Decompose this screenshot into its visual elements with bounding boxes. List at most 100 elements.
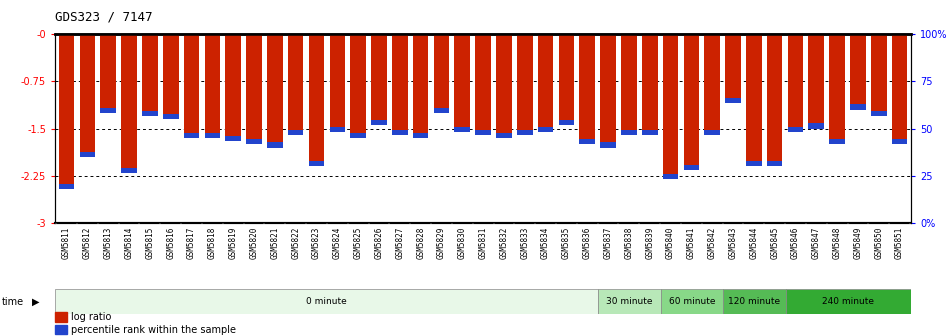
Text: GSM5827: GSM5827 xyxy=(396,226,404,259)
Bar xyxy=(663,34,678,179)
Bar xyxy=(705,34,720,135)
Bar xyxy=(204,34,221,138)
Bar xyxy=(705,130,720,135)
Text: GSM5812: GSM5812 xyxy=(83,226,92,259)
Text: GSM5826: GSM5826 xyxy=(375,226,383,259)
Text: log ratio: log ratio xyxy=(71,312,111,322)
Bar xyxy=(787,34,804,132)
Text: GSM5844: GSM5844 xyxy=(749,226,758,259)
Bar xyxy=(684,34,699,170)
Text: GSM5825: GSM5825 xyxy=(354,226,362,259)
Text: GSM5823: GSM5823 xyxy=(312,226,321,259)
Bar xyxy=(767,161,783,167)
Bar xyxy=(101,108,116,113)
Bar xyxy=(413,34,429,138)
Bar xyxy=(829,139,844,144)
Text: 240 minute: 240 minute xyxy=(823,297,874,306)
Text: GSM5837: GSM5837 xyxy=(604,226,612,259)
Text: GSM5847: GSM5847 xyxy=(812,226,821,259)
Bar xyxy=(163,34,179,119)
Bar xyxy=(496,133,512,138)
Bar xyxy=(496,34,512,138)
Bar xyxy=(787,127,804,132)
Bar xyxy=(808,123,825,129)
Bar xyxy=(723,289,786,314)
Text: percentile rank within the sample: percentile rank within the sample xyxy=(71,325,237,335)
Bar xyxy=(80,152,95,157)
Bar xyxy=(598,289,661,314)
Text: GSM5850: GSM5850 xyxy=(874,226,883,259)
Bar xyxy=(767,34,783,167)
Text: GSM5846: GSM5846 xyxy=(791,226,800,259)
Text: time: time xyxy=(2,297,24,306)
Text: GSM5849: GSM5849 xyxy=(853,226,863,259)
Bar xyxy=(309,161,324,167)
Bar xyxy=(371,34,387,125)
Bar xyxy=(726,34,741,103)
Bar xyxy=(558,34,574,125)
Text: 30 minute: 30 minute xyxy=(606,297,652,306)
Text: GSM5834: GSM5834 xyxy=(541,226,550,259)
Text: GSM5819: GSM5819 xyxy=(228,226,238,259)
Bar xyxy=(621,130,636,135)
Bar xyxy=(246,34,262,144)
Text: GSM5843: GSM5843 xyxy=(728,226,738,259)
Bar xyxy=(850,104,865,110)
Text: GSM5836: GSM5836 xyxy=(583,226,592,259)
Text: 60 minute: 60 minute xyxy=(669,297,715,306)
Bar xyxy=(392,130,408,135)
Text: GSM5815: GSM5815 xyxy=(146,226,154,259)
Bar xyxy=(330,34,345,132)
Bar xyxy=(204,133,221,138)
Bar xyxy=(267,142,282,148)
Bar xyxy=(600,34,616,148)
Bar xyxy=(642,130,657,135)
Text: GSM5813: GSM5813 xyxy=(104,226,113,259)
Bar xyxy=(579,34,595,144)
Bar xyxy=(101,34,116,113)
Bar xyxy=(808,34,825,129)
Bar xyxy=(829,34,844,144)
Text: GSM5828: GSM5828 xyxy=(417,226,425,259)
Bar xyxy=(746,34,762,167)
Bar xyxy=(288,34,303,135)
Bar xyxy=(142,111,158,116)
Bar xyxy=(455,34,470,132)
Bar xyxy=(476,130,491,135)
Bar xyxy=(517,130,533,135)
Bar xyxy=(55,289,598,314)
Bar xyxy=(892,34,907,144)
Text: GSM5842: GSM5842 xyxy=(708,226,717,259)
Text: GSM5838: GSM5838 xyxy=(625,226,633,259)
Bar xyxy=(579,139,595,144)
Text: GSM5824: GSM5824 xyxy=(333,226,341,259)
Bar xyxy=(163,114,179,119)
Bar xyxy=(330,127,345,132)
Bar xyxy=(517,34,533,135)
Bar xyxy=(122,168,137,173)
Bar xyxy=(537,34,553,132)
Text: GSM5818: GSM5818 xyxy=(208,226,217,259)
Bar xyxy=(434,108,449,113)
Bar xyxy=(267,34,282,148)
Text: GSM5833: GSM5833 xyxy=(520,226,530,259)
Bar xyxy=(684,165,699,170)
Bar xyxy=(455,127,470,132)
Bar xyxy=(392,34,408,135)
Bar xyxy=(621,34,636,135)
Text: GSM5835: GSM5835 xyxy=(562,226,571,259)
Bar xyxy=(246,139,262,144)
Bar xyxy=(142,34,158,116)
Bar xyxy=(225,34,241,141)
Text: GSM5830: GSM5830 xyxy=(457,226,467,259)
Bar xyxy=(600,142,616,148)
Bar xyxy=(371,120,387,125)
Bar xyxy=(476,34,491,135)
Bar xyxy=(892,139,907,144)
Bar xyxy=(184,133,200,138)
Text: GSM5820: GSM5820 xyxy=(249,226,259,259)
Text: GSM5822: GSM5822 xyxy=(291,226,301,259)
Bar xyxy=(850,34,865,110)
Bar xyxy=(59,34,74,188)
Bar xyxy=(642,34,657,135)
